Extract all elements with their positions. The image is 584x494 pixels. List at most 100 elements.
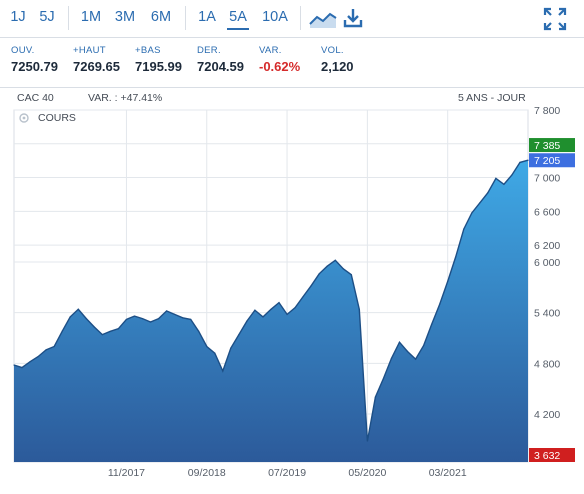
data-point — [109, 330, 111, 332]
period-button-1a[interactable]: 1A — [198, 9, 216, 25]
data-point — [398, 341, 401, 343]
data-point — [471, 212, 473, 214]
data-point — [382, 377, 385, 380]
data-point — [511, 174, 513, 176]
fullscreen-icon[interactable] — [542, 6, 568, 32]
data-point — [527, 159, 529, 161]
y-tick-label: 6 000 — [534, 257, 560, 269]
data-point — [133, 315, 136, 317]
stat-value: 2,120 — [321, 59, 354, 74]
data-point — [422, 345, 425, 347]
data-point — [519, 161, 521, 163]
data-point — [182, 317, 184, 319]
chart-variation: VAR. : +47.41% — [88, 92, 163, 104]
period-button-6m[interactable]: 6M — [150, 9, 172, 25]
chart-index-name: CAC 40 — [17, 92, 54, 104]
stat-low: +BAS 7195.99 — [135, 45, 182, 74]
data-point — [198, 330, 200, 332]
y-tick-label: 6 200 — [534, 240, 560, 252]
data-point — [431, 323, 433, 326]
x-tick-label: 09/2018 — [188, 467, 226, 479]
price-tag — [529, 153, 575, 168]
data-point — [21, 366, 23, 369]
data-point — [69, 316, 71, 318]
price-tag — [529, 138, 575, 153]
data-point — [149, 321, 152, 323]
stat-label: VOL. — [321, 45, 344, 56]
data-point — [358, 308, 360, 310]
data-point — [278, 301, 280, 304]
data-point — [342, 268, 344, 270]
data-point — [406, 350, 409, 353]
y-tick-label: 5 400 — [534, 308, 560, 320]
data-point — [222, 370, 224, 372]
x-tick-label: 03/2021 — [429, 467, 467, 479]
area-chart-icon[interactable] — [308, 6, 338, 30]
data-point — [286, 313, 288, 315]
download-icon[interactable] — [342, 7, 364, 29]
data-point — [495, 177, 497, 180]
data-point — [479, 202, 481, 204]
stat-label: +BAS — [135, 45, 161, 56]
data-point — [93, 326, 95, 328]
data-point — [13, 364, 15, 366]
data-point — [37, 356, 39, 358]
period-button-3m[interactable]: 3M — [114, 9, 136, 25]
quote-stats: OUV. 7250.79 +HAUT 7269.65 +BAS 7195.99 … — [0, 38, 584, 88]
toolbar-separator — [185, 6, 186, 30]
period-button-10a[interactable]: 10A — [262, 9, 288, 25]
price-tag-label: 7 205 — [534, 155, 560, 167]
data-point — [310, 285, 312, 287]
stat-value: 7204.59 — [197, 59, 244, 74]
x-tick-label: 05/2020 — [348, 467, 386, 479]
stat-value: 7269.65 — [73, 59, 120, 74]
data-point — [414, 358, 417, 360]
y-tick-label: 7 800 — [534, 105, 560, 117]
stat-open: OUV. 7250.79 — [11, 45, 58, 74]
data-point — [174, 313, 176, 315]
data-point — [29, 361, 31, 363]
period-button-5j[interactable]: 5J — [39, 9, 55, 25]
stat-value: 7195.99 — [135, 59, 182, 74]
y-tick-label: 4 200 — [534, 409, 560, 421]
data-point — [390, 357, 393, 359]
gear-icon — [19, 113, 29, 123]
data-point — [117, 328, 120, 330]
data-point — [334, 259, 336, 261]
data-point — [318, 273, 320, 275]
period-button-1m[interactable]: 1M — [80, 9, 102, 25]
data-point — [366, 440, 368, 442]
y-tick-label: 4 800 — [534, 358, 560, 370]
price-tag-label: 3 632 — [534, 450, 560, 462]
legend-label-cours: COURS — [38, 112, 76, 124]
price-tag — [529, 448, 575, 462]
data-point — [294, 307, 296, 309]
data-point — [214, 352, 216, 354]
data-point — [270, 308, 272, 310]
data-point — [262, 316, 264, 318]
data-point — [125, 318, 128, 321]
data-point — [85, 317, 87, 320]
period-button-5a[interactable]: 5A — [227, 0, 249, 30]
stat-label: OUV. — [11, 45, 35, 56]
stat-label: DER. — [197, 45, 221, 56]
data-point — [455, 256, 457, 258]
data-point — [45, 349, 47, 351]
chart-range: 5 ANS - JOUR — [458, 92, 526, 104]
data-point — [77, 308, 79, 310]
stat-high: +HAUT 7269.65 — [73, 45, 120, 74]
toolbar-separator — [68, 6, 69, 30]
stat-value: 7250.79 — [11, 59, 58, 74]
period-button-1j[interactable]: 1J — [10, 9, 26, 25]
data-point — [302, 296, 304, 298]
data-point — [503, 183, 505, 185]
toolbar: 1J 5J 1M 3M 6M 1A 5A 10A — [0, 0, 584, 38]
data-point — [101, 334, 103, 336]
stat-variation: VAR. -0.62% — [259, 45, 300, 74]
data-point — [246, 320, 248, 322]
data-point — [165, 310, 168, 312]
data-point — [463, 228, 465, 230]
data-point — [61, 330, 63, 332]
x-tick-label: 07/2019 — [268, 467, 306, 479]
